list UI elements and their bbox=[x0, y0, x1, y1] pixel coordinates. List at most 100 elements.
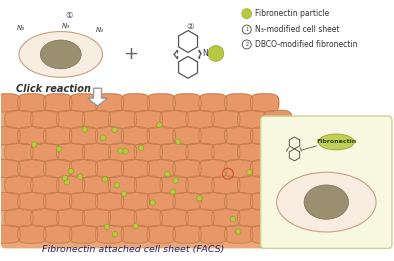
Polygon shape bbox=[57, 110, 85, 128]
Polygon shape bbox=[212, 176, 240, 194]
Polygon shape bbox=[186, 209, 214, 227]
Circle shape bbox=[62, 175, 68, 181]
Polygon shape bbox=[121, 94, 149, 112]
Polygon shape bbox=[18, 94, 46, 112]
Polygon shape bbox=[225, 127, 253, 145]
Polygon shape bbox=[225, 192, 253, 210]
Polygon shape bbox=[121, 225, 149, 243]
Polygon shape bbox=[87, 88, 108, 106]
Text: Fibronectin particle: Fibronectin particle bbox=[255, 9, 329, 18]
Polygon shape bbox=[264, 110, 292, 128]
Circle shape bbox=[121, 191, 127, 197]
Polygon shape bbox=[238, 209, 266, 227]
Polygon shape bbox=[108, 110, 136, 128]
Polygon shape bbox=[82, 110, 111, 128]
Polygon shape bbox=[199, 127, 227, 145]
Polygon shape bbox=[0, 192, 20, 210]
Polygon shape bbox=[18, 192, 46, 210]
Circle shape bbox=[68, 168, 74, 174]
Polygon shape bbox=[44, 159, 72, 177]
Polygon shape bbox=[134, 209, 162, 227]
Circle shape bbox=[165, 171, 170, 177]
Circle shape bbox=[100, 135, 106, 140]
Polygon shape bbox=[186, 110, 214, 128]
Polygon shape bbox=[173, 94, 201, 112]
Polygon shape bbox=[147, 225, 175, 243]
Polygon shape bbox=[0, 225, 20, 243]
Polygon shape bbox=[134, 176, 162, 194]
Circle shape bbox=[170, 189, 176, 194]
Polygon shape bbox=[44, 225, 72, 243]
Polygon shape bbox=[264, 143, 292, 161]
Polygon shape bbox=[108, 176, 136, 194]
Polygon shape bbox=[173, 159, 201, 177]
FancyBboxPatch shape bbox=[0, 105, 271, 248]
Polygon shape bbox=[147, 127, 175, 145]
Polygon shape bbox=[69, 159, 98, 177]
Circle shape bbox=[138, 145, 144, 151]
Polygon shape bbox=[82, 143, 111, 161]
Polygon shape bbox=[5, 176, 33, 194]
Polygon shape bbox=[134, 110, 162, 128]
Polygon shape bbox=[173, 225, 201, 243]
Polygon shape bbox=[0, 127, 20, 145]
Ellipse shape bbox=[304, 185, 349, 219]
Polygon shape bbox=[251, 159, 279, 177]
Text: Fibronectin attached cell sheet (FACS): Fibronectin attached cell sheet (FACS) bbox=[42, 245, 225, 254]
Polygon shape bbox=[212, 143, 240, 161]
Circle shape bbox=[32, 142, 37, 147]
Circle shape bbox=[156, 122, 162, 128]
Polygon shape bbox=[121, 159, 149, 177]
Text: Fibronectin: Fibronectin bbox=[316, 139, 357, 144]
Text: ①: ① bbox=[65, 11, 72, 20]
Polygon shape bbox=[95, 192, 124, 210]
Circle shape bbox=[102, 177, 108, 182]
Polygon shape bbox=[95, 159, 124, 177]
Polygon shape bbox=[186, 176, 214, 194]
Circle shape bbox=[230, 216, 236, 222]
Circle shape bbox=[104, 224, 110, 230]
Ellipse shape bbox=[40, 40, 81, 69]
Polygon shape bbox=[95, 225, 124, 243]
Polygon shape bbox=[57, 176, 85, 194]
Text: N: N bbox=[202, 49, 208, 58]
Polygon shape bbox=[95, 94, 124, 112]
Circle shape bbox=[208, 45, 224, 61]
Polygon shape bbox=[238, 110, 266, 128]
Polygon shape bbox=[0, 94, 20, 112]
Text: ②: ② bbox=[186, 22, 194, 31]
Polygon shape bbox=[82, 209, 111, 227]
Polygon shape bbox=[147, 159, 175, 177]
Circle shape bbox=[118, 148, 123, 154]
Polygon shape bbox=[225, 159, 253, 177]
Polygon shape bbox=[57, 143, 85, 161]
Polygon shape bbox=[238, 143, 266, 161]
Text: N₃: N₃ bbox=[62, 22, 70, 28]
Polygon shape bbox=[134, 143, 162, 161]
Polygon shape bbox=[69, 127, 98, 145]
Circle shape bbox=[247, 170, 252, 175]
Polygon shape bbox=[69, 94, 98, 112]
Ellipse shape bbox=[19, 32, 102, 77]
Polygon shape bbox=[264, 176, 292, 194]
Polygon shape bbox=[147, 94, 175, 112]
Text: 1: 1 bbox=[245, 27, 248, 32]
Polygon shape bbox=[199, 225, 227, 243]
Polygon shape bbox=[225, 94, 253, 112]
Circle shape bbox=[150, 200, 156, 205]
Polygon shape bbox=[121, 127, 149, 145]
Polygon shape bbox=[69, 192, 98, 210]
Polygon shape bbox=[57, 209, 85, 227]
Circle shape bbox=[197, 195, 202, 201]
Polygon shape bbox=[264, 209, 292, 227]
Polygon shape bbox=[31, 110, 59, 128]
Circle shape bbox=[175, 139, 181, 145]
Polygon shape bbox=[44, 94, 72, 112]
Polygon shape bbox=[160, 209, 188, 227]
Polygon shape bbox=[69, 225, 98, 243]
Text: N₃-modified cell sheet: N₃-modified cell sheet bbox=[255, 25, 339, 34]
Polygon shape bbox=[95, 127, 124, 145]
Polygon shape bbox=[44, 192, 72, 210]
Polygon shape bbox=[160, 110, 188, 128]
Circle shape bbox=[77, 174, 83, 180]
